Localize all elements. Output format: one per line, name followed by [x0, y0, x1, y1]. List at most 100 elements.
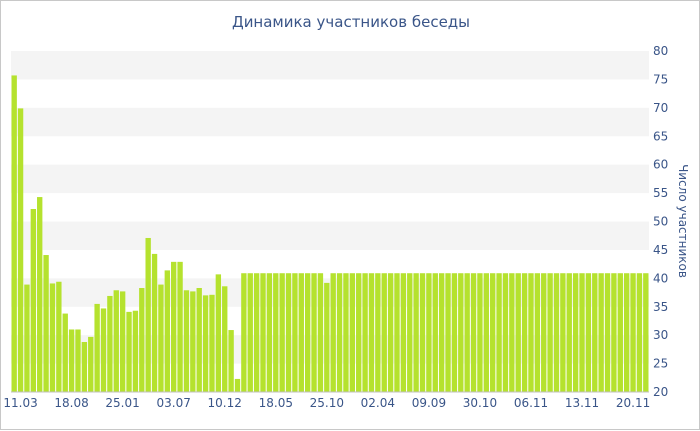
- bar: [349, 273, 356, 392]
- bar: [292, 273, 298, 392]
- bar: [464, 273, 470, 392]
- bar: [330, 273, 336, 392]
- x-axis-ticks: 11.03 18.08 25.01 03.07 10.12 18.05 25.10 02.04…: [3, 396, 650, 410]
- bar: [636, 273, 643, 392]
- y-tick-label: 50: [653, 215, 668, 229]
- bar: [413, 273, 419, 392]
- x-tick-label: 11.03: [3, 396, 37, 410]
- y-tick-label: 80: [653, 44, 668, 58]
- x-tick-label: 30.10: [463, 396, 497, 410]
- chart-title: Динамика участников беседы: [231, 13, 471, 31]
- bar: [343, 273, 349, 392]
- bar: [515, 273, 521, 392]
- x-tick-label: 25.10: [310, 396, 344, 410]
- bar: [566, 273, 572, 392]
- bar: [151, 253, 158, 392]
- bar: [356, 273, 362, 392]
- bar: [362, 273, 368, 392]
- bar: [37, 197, 43, 392]
- x-tick-label: 20.11: [616, 396, 650, 410]
- bar: [228, 330, 234, 392]
- grid-band: [11, 107, 649, 137]
- bar: [368, 273, 375, 392]
- bar: [336, 273, 343, 392]
- bar: [375, 273, 381, 392]
- bar: [190, 291, 196, 392]
- bar: [164, 270, 170, 392]
- x-tick-label: 13.11: [565, 396, 599, 410]
- bar: [273, 273, 279, 392]
- bar: [30, 209, 37, 392]
- grid-band: [11, 278, 649, 307]
- bar: [521, 273, 528, 392]
- bar: [572, 273, 579, 392]
- y-tick-label: 45: [653, 243, 668, 257]
- grid-bands: [11, 51, 649, 364]
- bar: [94, 303, 100, 392]
- bar: [407, 273, 413, 392]
- bar: [75, 329, 81, 392]
- bar: [483, 273, 489, 392]
- bar: [119, 291, 126, 392]
- bar: [183, 290, 190, 392]
- x-tick-label: 25.01: [105, 396, 139, 410]
- bar: [426, 273, 432, 392]
- bar: [547, 273, 553, 392]
- bar: [317, 273, 324, 392]
- bar: [304, 273, 311, 392]
- bar: [541, 273, 547, 392]
- y-tick-label: 70: [653, 101, 668, 115]
- bar: [534, 273, 541, 392]
- bar: [560, 273, 566, 392]
- y-tick-label: 55: [653, 186, 668, 200]
- bar: [553, 273, 560, 392]
- bar: [611, 273, 617, 392]
- bar: [126, 311, 132, 392]
- bar: [158, 284, 164, 392]
- bar: [630, 273, 636, 392]
- bar: [132, 310, 139, 392]
- bar: [432, 273, 438, 392]
- bar: [419, 273, 426, 392]
- bar: [171, 261, 177, 392]
- bar: [445, 273, 451, 392]
- bar: [88, 336, 94, 392]
- bar: [177, 261, 183, 392]
- bar: [477, 273, 483, 392]
- bar: [241, 273, 247, 392]
- y-tick-label: 25: [653, 357, 668, 371]
- bar: [496, 273, 502, 392]
- bar: [56, 281, 62, 392]
- bar: [234, 378, 241, 392]
- bar-series: [11, 75, 649, 393]
- bar: [253, 273, 260, 392]
- bar: [24, 284, 30, 392]
- bar: [617, 273, 623, 392]
- grid-band: [11, 335, 649, 364]
- bar: [298, 273, 304, 392]
- bar: [43, 255, 49, 392]
- bar: [490, 273, 496, 392]
- bar: [11, 75, 17, 392]
- bar: [266, 273, 273, 392]
- y-tick-label: 30: [653, 328, 668, 342]
- bar: [451, 273, 458, 392]
- y-tick-label: 75: [653, 72, 668, 86]
- bar: [381, 273, 387, 392]
- y-tick-label: 60: [653, 158, 668, 172]
- bar: [260, 273, 266, 392]
- y-tick-label: 40: [653, 271, 668, 285]
- y-tick-label: 20: [653, 385, 668, 399]
- bar: [139, 288, 145, 392]
- grid-band: [11, 51, 649, 80]
- bar: [400, 273, 407, 392]
- grid-band: [11, 164, 649, 194]
- bar: [202, 295, 209, 392]
- x-tick-label: 09.09: [412, 396, 446, 410]
- bar: [311, 273, 317, 392]
- y-axis-label: Число участников: [676, 164, 690, 278]
- y-axis-ticks: 20 25 30 35 40 45 50 55 60 65 70 75 80: [653, 44, 668, 399]
- bar: [285, 273, 292, 392]
